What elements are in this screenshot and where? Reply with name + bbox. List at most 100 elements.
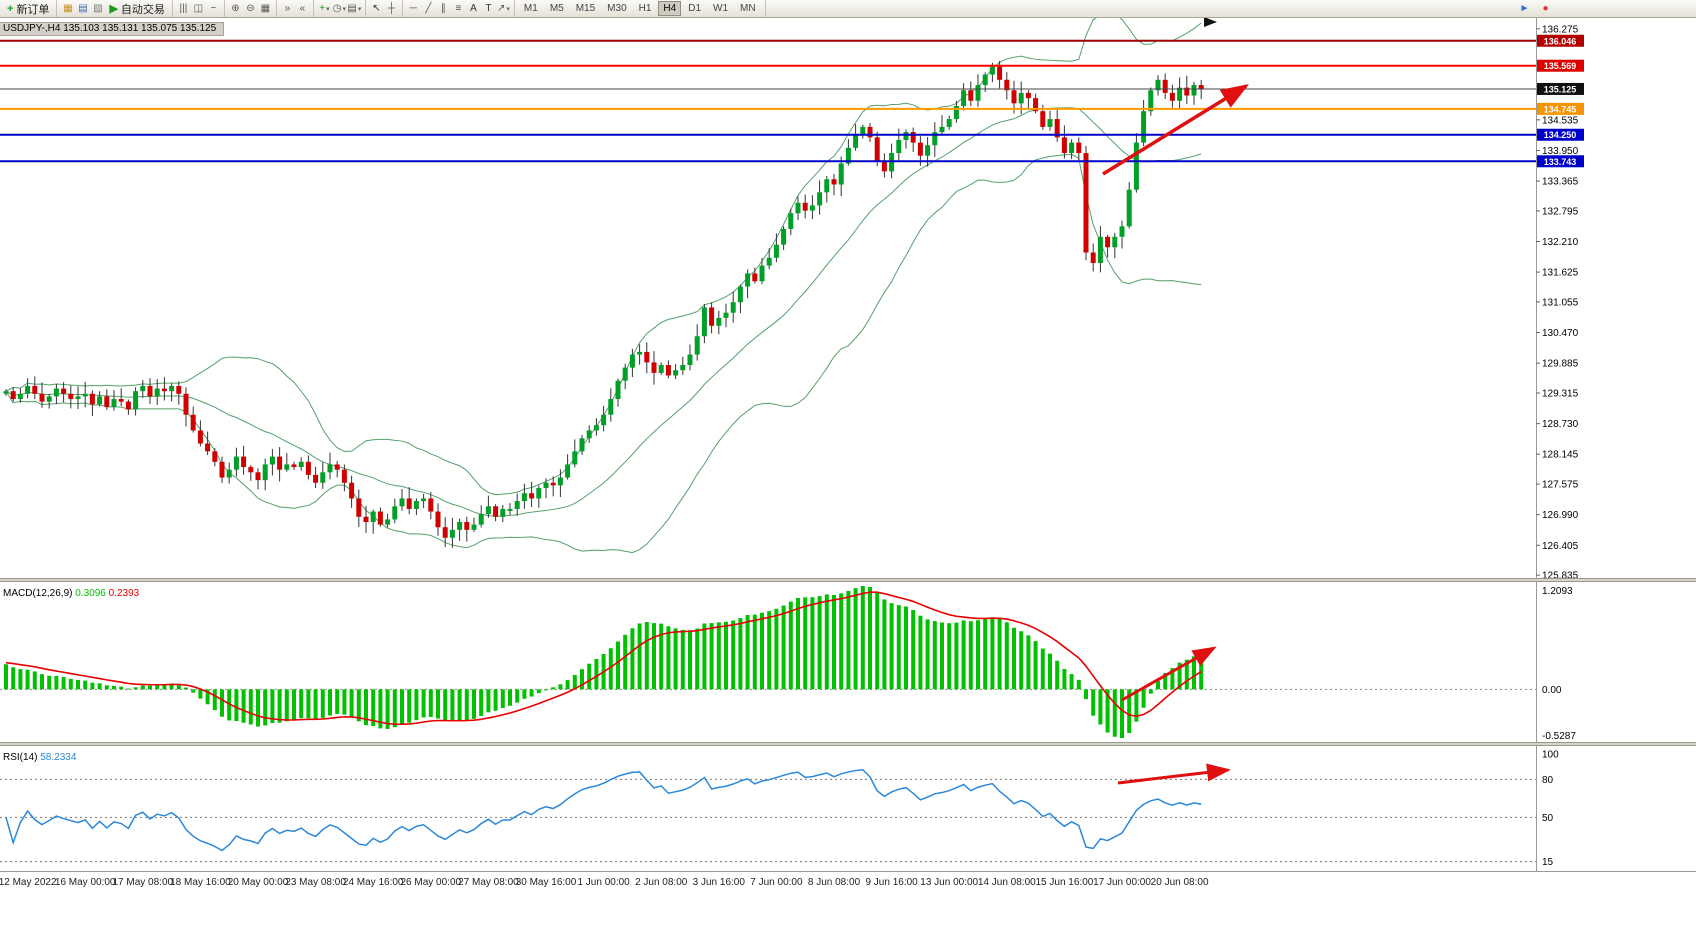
line-chart-icon[interactable]: ~: [210, 3, 217, 14]
new-order-button-icon: +: [7, 2, 14, 15]
chart-shift-icon[interactable]: «: [299, 3, 306, 14]
templates-button-dropdown[interactable]: ▾: [357, 5, 362, 13]
timeframe-button-mn[interactable]: MN: [740, 3, 756, 14]
time-label: 23 May 08:00: [285, 877, 346, 888]
trend-arrow-rsi[interactable]: [1117, 763, 1231, 785]
price-tick-label: 132.210: [1542, 237, 1579, 248]
horizontal-line-icon[interactable]: ─: [409, 3, 417, 14]
new-order-button[interactable]: + 新订单: [3, 1, 53, 17]
indicators-button[interactable]: + ▾: [319, 3, 330, 14]
zoom-out-icon[interactable]: ⊖: [246, 3, 255, 14]
market-watch-icon[interactable]: ▦: [63, 3, 73, 14]
timeframe-button-w1[interactable]: W1: [713, 3, 729, 14]
price-tick-label: 131.625: [1542, 268, 1579, 279]
time-label: 13 Jun 00:00: [920, 877, 978, 888]
auto-scroll-icon[interactable]: »: [284, 3, 291, 14]
toolbar-group: ↖ ┼: [366, 0, 403, 17]
toolbar-right-group: ► ●: [1514, 0, 1556, 17]
data-window-icon[interactable]: ▤: [78, 3, 88, 14]
toolbar-group: + 新订单: [0, 0, 58, 17]
rsi-axis-label: 15: [1542, 857, 1554, 868]
trend-arrow-macd[interactable]: [1121, 646, 1217, 702]
periods-button[interactable]: ◷ ▾: [332, 3, 347, 14]
templates-button[interactable]: ▤ ▾: [347, 3, 362, 14]
svg-text:133.743: 133.743: [1544, 157, 1577, 167]
price-tick-label: 131.055: [1542, 297, 1579, 308]
time-label: 9 Jun 16:00: [865, 877, 918, 888]
timeframe-button-h4[interactable]: H4: [658, 1, 682, 16]
bar-chart-icon[interactable]: |||: [179, 3, 188, 14]
price-tick-label: 126.990: [1542, 510, 1579, 521]
time-label: 2 Jun 08:00: [635, 877, 688, 888]
time-label: 26 May 00:00: [400, 877, 461, 888]
svg-text:135.125: 135.125: [1544, 84, 1577, 94]
macd-axis-label: 1.2093: [1542, 586, 1573, 597]
toolbar-group: + ▾ ◷ ▾ ▤ ▾: [314, 0, 366, 17]
rsi-line[interactable]: [5, 768, 1202, 852]
price-axis[interactable]: 136.046 135.569 134.745 134.250 133.743 135.1…: [1536, 17, 1584, 871]
svg-text:134.250: 134.250: [1544, 130, 1577, 140]
toolbar-group: » «: [277, 0, 314, 17]
price-tick-label: 126.405: [1542, 541, 1579, 552]
time-label: 20 Jun 08:00: [1151, 877, 1209, 888]
rsi-axis-label: 80: [1542, 775, 1554, 786]
candlestick-chart-icon[interactable]: ◫: [193, 3, 204, 14]
bollinger-lower-band[interactable]: [5, 153, 1202, 554]
timeframe-button-m5[interactable]: M5: [549, 3, 564, 14]
toolbar-group: ⊕ ⊖ ▦: [225, 0, 277, 17]
time-label: 8 Jun 08:00: [808, 877, 861, 888]
toolbar: + 新订单 ▦ ▤ ▧ ▶ 自动交易 ||| ◫ ~ ⊕ ⊖ ▦» «+ ▾ ◷ ▾ ▤ ▾ ↖ ┼ ─ ╱ ∥ ≡ A T ↗ ▾ M1…: [0, 0, 1696, 18]
price-tick-label: 129.315: [1542, 389, 1579, 400]
cursor-icon[interactable]: ↖: [372, 3, 381, 14]
time-label: 3 Jun 16:00: [693, 877, 746, 888]
time-label: 20 May 00:00: [228, 877, 289, 888]
periods-button-dropdown[interactable]: ▾: [342, 5, 347, 13]
time-label: 12 May 2022: [0, 877, 57, 888]
price-badge-135.569: [1537, 59, 1584, 72]
price-tick-label: 133.365: [1542, 177, 1579, 188]
timeframe-button-h1[interactable]: H1: [638, 3, 652, 14]
panel-splitter-macd[interactable]: [0, 578, 1696, 582]
timeframe-button-m15[interactable]: M15: [575, 3, 596, 14]
arrows-tool-icon[interactable]: ↗ ▾: [496, 3, 510, 14]
equidistant-channel-icon[interactable]: ∥: [440, 3, 446, 14]
bollinger-middle-band[interactable]: [5, 107, 1202, 517]
macd-signal-line[interactable]: [5, 591, 1202, 726]
timeframe-button-d1[interactable]: D1: [688, 3, 702, 14]
price-marker-icon[interactable]: [1204, 17, 1217, 27]
indicators-button-dropdown[interactable]: ▾: [326, 5, 330, 13]
price-tick-label: 129.885: [1542, 359, 1579, 370]
trendline-icon[interactable]: ╱: [425, 3, 432, 14]
fibonacci-icon[interactable]: ≡: [455, 3, 462, 14]
time-label: 18 May 16:00: [170, 877, 231, 888]
timeframe-button-m30[interactable]: M30: [607, 3, 627, 14]
status-icon[interactable]: ●: [1542, 3, 1549, 14]
svg-text:136.046: 136.046: [1544, 36, 1577, 46]
panel-splitter-rsi[interactable]: [0, 742, 1696, 746]
autotrading-button[interactable]: ▶ 自动交易: [105, 1, 168, 17]
navigator-icon[interactable]: ▧: [93, 3, 103, 14]
rsi-panel: RSI(14) 58.2334 100 80 50 15: [0, 750, 1559, 868]
zoom-in-icon[interactable]: ⊕: [231, 3, 240, 14]
toolbar-group: ▦ ▤ ▧ ▶ 自动交易: [57, 0, 173, 17]
trend-arrow-main[interactable]: [1102, 84, 1249, 176]
text-label-icon[interactable]: T: [485, 3, 492, 14]
autotrading-button-label: 自动交易: [120, 3, 165, 16]
macd-label: MACD(12,26,9) 0.3096 0.2393: [3, 588, 140, 599]
chart-title: USDJPY-,H4 135.103 135.131 135.075 135.1…: [0, 22, 225, 36]
price-badge-136.046: [1537, 34, 1584, 47]
tile-windows-icon[interactable]: ▦: [260, 3, 271, 14]
timeframe-button-m1[interactable]: M1: [523, 3, 538, 14]
crosshair-icon[interactable]: ┼: [387, 3, 395, 14]
price-tick-label: 133.950: [1542, 146, 1579, 157]
price-tick-label: 130.470: [1542, 328, 1579, 339]
text-icon[interactable]: A: [470, 3, 477, 14]
pointer-icon[interactable]: ►: [1519, 3, 1530, 14]
autotrading-button-icon: ▶: [109, 3, 118, 15]
new-order-button-label: 新订单: [16, 3, 50, 16]
arrows-tool-icon-dropdown[interactable]: ▾: [506, 5, 510, 13]
